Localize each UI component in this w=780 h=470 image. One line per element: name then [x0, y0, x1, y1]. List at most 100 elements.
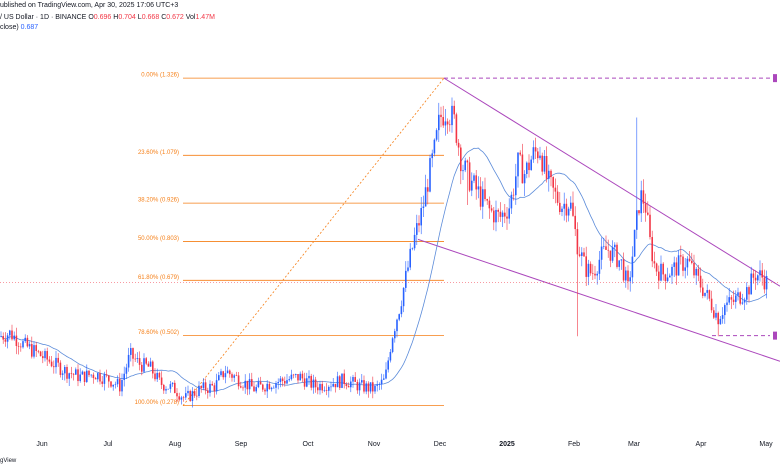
ohlc-close: 0.672 [166, 14, 184, 21]
candle-body [198, 386, 200, 396]
candle-body [695, 268, 697, 276]
candle-body [259, 381, 262, 385]
candle-body [510, 194, 513, 209]
candle-body [570, 202, 572, 209]
candle-body [0, 336, 2, 337]
candle-body [75, 369, 77, 375]
candle-body [99, 373, 101, 382]
candle-body [554, 187, 557, 192]
candle-body [609, 250, 612, 261]
candle-body [262, 384, 264, 390]
candle-body [330, 386, 332, 388]
candle-body [323, 390, 326, 391]
candle-body [748, 287, 750, 295]
candle-body [424, 187, 427, 207]
top-marker [773, 74, 777, 83]
candle-body [761, 270, 763, 278]
candle-body [310, 375, 312, 388]
candle-body [264, 389, 266, 392]
candle-body [70, 373, 73, 374]
candle-body [17, 345, 20, 347]
candle-body [486, 199, 488, 201]
candle-body [594, 273, 596, 276]
candle-body [292, 374, 295, 376]
candle-body [688, 258, 691, 261]
candle-body [420, 208, 422, 226]
publish-info: ublished on TradingView.com, Apr 30, 202… [0, 2, 179, 9]
candle-body [64, 366, 66, 374]
candle-body [567, 208, 570, 216]
candle-body [671, 266, 673, 276]
candle-body [418, 223, 420, 226]
candle-body [649, 214, 651, 238]
candle-body [138, 358, 141, 365]
candle-body [651, 237, 653, 262]
fib-retracement: 0.00% (1.326) 23.60% (1.079) 38.20% (0.926… [135, 73, 445, 406]
candle-body [233, 375, 235, 378]
candle-body [143, 358, 145, 372]
candle-body [325, 390, 328, 391]
ohlc-open: 0.696 [93, 14, 112, 21]
candle-body [251, 379, 253, 387]
candle-body [319, 383, 321, 391]
candle-body [607, 249, 609, 251]
candle-body [204, 382, 207, 391]
candle-body [171, 382, 174, 385]
candle-body [473, 175, 475, 181]
candle-body [464, 160, 466, 171]
candle-body [548, 170, 550, 179]
candle-body [440, 114, 442, 118]
candle-body [387, 360, 389, 370]
candle-body [479, 186, 482, 207]
candle-body [185, 393, 187, 398]
candle-body [15, 335, 18, 346]
candle-body [248, 379, 251, 390]
candle-body [611, 247, 614, 261]
candle-body [638, 210, 640, 214]
candle-body [743, 299, 746, 303]
candle-body [220, 371, 222, 376]
candle-body [559, 202, 561, 212]
candle-body [506, 216, 508, 219]
month-label: Apr [696, 441, 708, 448]
candle-body [53, 366, 55, 368]
candle-body [57, 357, 59, 363]
candle-body [147, 363, 150, 367]
candle-body [697, 268, 700, 276]
candle-body [11, 330, 13, 340]
candle-body [724, 305, 726, 316]
candle-body [644, 203, 647, 213]
candle-body [341, 373, 343, 388]
candle-body [407, 267, 409, 271]
candle-body [757, 275, 759, 281]
ohlc-open-label: O [88, 14, 94, 21]
candle-body [123, 373, 125, 381]
candle-body [620, 259, 623, 261]
candle-body [519, 152, 521, 155]
candle-body [229, 370, 231, 375]
fib-label: 50.00% (0.803) [138, 236, 179, 242]
candle-body [572, 202, 574, 216]
candle-body [345, 384, 348, 386]
candle-body [545, 155, 548, 179]
candle-body [114, 384, 117, 385]
candle-body [677, 255, 680, 276]
candle-body [765, 276, 768, 290]
candle-body [328, 386, 330, 391]
ma-label: close) [0, 24, 19, 31]
candle-body [46, 351, 48, 360]
candle-body [20, 346, 22, 348]
candle-body [33, 345, 35, 357]
candle-body [237, 375, 240, 387]
candle-body [556, 191, 559, 203]
candle-body [675, 262, 678, 276]
candle-body [105, 374, 108, 376]
candle-body [537, 151, 539, 159]
volume-value: 1.47M [195, 14, 215, 21]
candle-body [273, 387, 275, 389]
ohlc-close-label: C [161, 14, 167, 21]
candle-body [277, 381, 279, 384]
month-label: May [759, 441, 773, 448]
candle-body [653, 261, 656, 264]
